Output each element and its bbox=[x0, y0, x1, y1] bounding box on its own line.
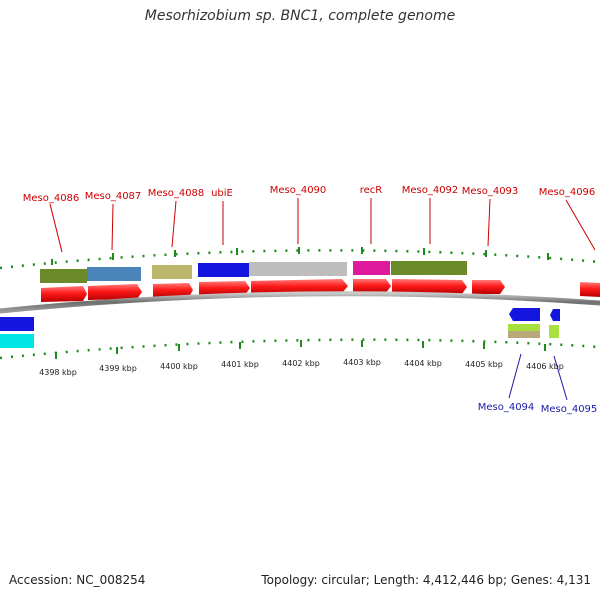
cog-box-meso-4094-top bbox=[508, 324, 540, 331]
gene-box-meso-4087-cog bbox=[87, 267, 141, 281]
cds-row-bottom bbox=[508, 308, 560, 338]
kbp-label: 4406 kbp bbox=[526, 362, 564, 371]
cds-arrow-meso-4094 bbox=[509, 308, 540, 321]
cds-row-top bbox=[41, 279, 600, 302]
cds-arrow-meso-4088 bbox=[153, 283, 193, 298]
gene-labels-top: Meso_4086 Meso_4087 Meso_4088 ubiE Meso_… bbox=[23, 185, 596, 253]
gene-label-ubie: ubiE bbox=[211, 188, 233, 199]
kbp-label: 4402 kbp bbox=[282, 359, 320, 368]
cds-arrow-meso-4090 bbox=[251, 279, 348, 295]
genome-backbone bbox=[0, 291, 600, 314]
gene-box-meso-4088-cog bbox=[152, 265, 192, 279]
leader-line bbox=[508, 353, 522, 399]
kbp-label: 4399 kbp bbox=[99, 364, 137, 373]
left-edge-cyan-box bbox=[0, 334, 34, 348]
kbp-label: 4405 kbp bbox=[465, 360, 503, 369]
cds-arrow-meso-4093 bbox=[472, 280, 505, 294]
cds-arrow-ubie bbox=[199, 281, 250, 296]
cds-arrow-meso-4095 bbox=[550, 309, 560, 321]
gene-label-meso-4090: Meso_4090 bbox=[270, 185, 327, 196]
kbp-label: 4400 kbp bbox=[160, 362, 198, 371]
leader-line bbox=[111, 203, 114, 251]
gene-label-meso-4095: Meso_4095 bbox=[541, 404, 598, 415]
kbp-label: 4403 kbp bbox=[343, 358, 381, 367]
cog-box-meso-4095 bbox=[549, 325, 559, 338]
accession-text: Accession: NC_008254 bbox=[9, 573, 146, 587]
map-title: Mesorhizobium sp. BNC1, complete genome bbox=[144, 8, 456, 24]
top-ruler bbox=[0, 247, 600, 270]
kbp-label: 4404 kbp bbox=[404, 359, 442, 368]
gene-box-meso-4092-cog bbox=[391, 261, 467, 275]
gene-label-meso-4088: Meso_4088 bbox=[148, 188, 205, 199]
cog-row-top bbox=[40, 261, 467, 283]
gene-label-meso-4086: Meso_4086 bbox=[23, 193, 80, 204]
gene-box-ubie-cog bbox=[198, 263, 249, 277]
gene-label-recr: recR bbox=[360, 185, 383, 196]
leader-line bbox=[565, 199, 596, 251]
gene-label-meso-4092: Meso_4092 bbox=[402, 185, 459, 196]
gene-labels-bottom: Meso_4094 Meso_4095 bbox=[478, 353, 598, 415]
gene-box-recr-cog bbox=[353, 261, 390, 275]
left-edge-blue-box bbox=[0, 317, 34, 331]
leader-line bbox=[171, 200, 177, 248]
leader-line bbox=[553, 355, 568, 401]
left-edge-genes bbox=[0, 317, 34, 348]
gene-label-meso-4087: Meso_4087 bbox=[85, 191, 142, 202]
kbp-label: 4401 kbp bbox=[221, 360, 259, 369]
kbp-label: 4398 kbp bbox=[39, 368, 77, 377]
cog-box-meso-4094-bottom bbox=[508, 331, 540, 338]
cds-arrow-meso-4096 bbox=[580, 282, 600, 297]
genome-summary-text: Topology: circular; Length: 4,412,446 bp… bbox=[261, 573, 591, 587]
leader-line bbox=[49, 203, 63, 253]
gene-box-meso-4090-cog bbox=[249, 262, 347, 276]
cds-arrow-meso-4092 bbox=[392, 279, 467, 294]
cds-arrow-recr bbox=[353, 279, 391, 293]
cds-arrow-meso-4086 bbox=[41, 286, 87, 302]
bottom-ruler bbox=[0, 338, 600, 360]
gene-box-meso-4086-cog bbox=[40, 269, 87, 283]
cds-arrow-meso-4087 bbox=[88, 284, 142, 300]
kbp-labels: 4398 kbp 4399 kbp 4400 kbp 4401 kbp 4402… bbox=[39, 358, 564, 377]
leader-line bbox=[487, 198, 491, 247]
gene-label-meso-4096: Meso_4096 bbox=[539, 187, 596, 198]
gene-label-meso-4094: Meso_4094 bbox=[478, 402, 535, 413]
gene-label-meso-4093: Meso_4093 bbox=[462, 186, 519, 197]
